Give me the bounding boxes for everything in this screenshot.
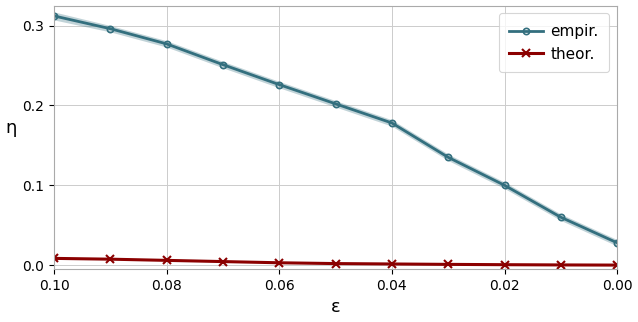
empir. — [163, 42, 170, 46]
empir. — [50, 14, 58, 18]
theor. — [613, 263, 621, 267]
theor. — [332, 262, 339, 266]
Line: theor.: theor. — [50, 255, 621, 269]
theor. — [557, 263, 565, 267]
empir. — [613, 241, 621, 245]
theor. — [445, 262, 452, 266]
theor. — [501, 263, 508, 267]
empir. — [107, 27, 114, 31]
X-axis label: ε: ε — [330, 298, 341, 317]
empir. — [332, 102, 339, 106]
empir. — [501, 183, 508, 187]
theor. — [163, 259, 170, 262]
empir. — [557, 215, 565, 219]
theor. — [107, 257, 114, 261]
empir. — [388, 121, 396, 125]
theor. — [388, 262, 396, 266]
theor. — [276, 261, 283, 265]
empir. — [219, 63, 227, 67]
Y-axis label: η: η — [6, 119, 17, 137]
empir. — [445, 156, 452, 159]
Line: empir.: empir. — [51, 13, 620, 246]
theor. — [50, 256, 58, 260]
empir. — [276, 83, 283, 87]
Legend: empir., theor.: empir., theor. — [499, 13, 609, 72]
theor. — [219, 260, 227, 263]
